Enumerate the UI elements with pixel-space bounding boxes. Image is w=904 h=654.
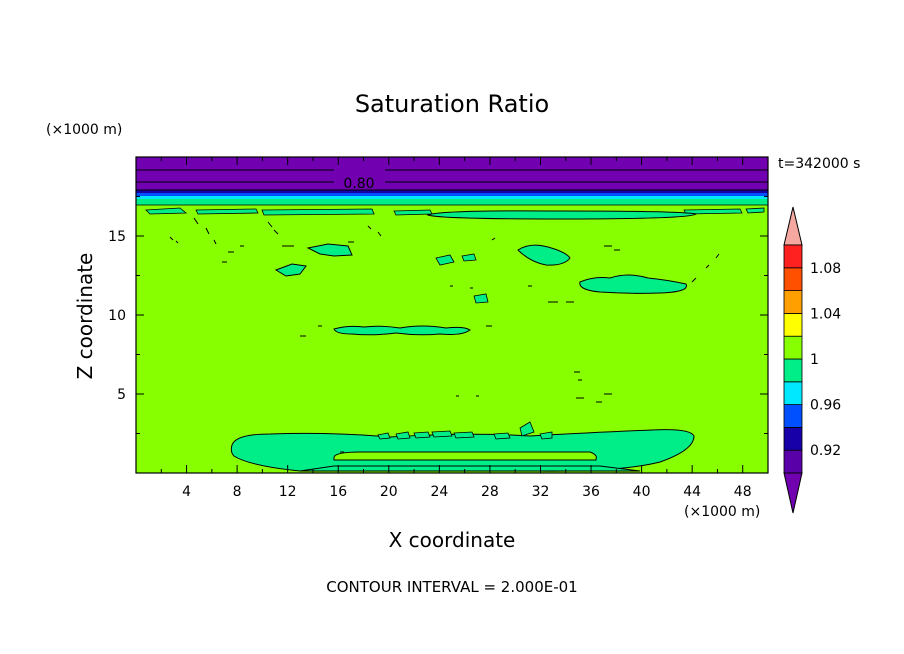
x-tick-label: 48	[734, 484, 752, 500]
surface-moist-strip	[299, 465, 641, 472]
colorbar-swatch	[783, 404, 803, 428]
x-tick-label: 16	[329, 484, 347, 500]
colorbar-swatch	[783, 449, 803, 474]
moist-patch-12km	[579, 274, 687, 294]
x-tick-label: 36	[582, 484, 600, 500]
moist-patch-13km-b	[274, 263, 307, 277]
moist-patch-13km-a	[306, 243, 353, 257]
z-tick-label: 10	[108, 308, 126, 324]
x-tick-label: 28	[481, 484, 499, 500]
dark-blue-band	[136, 190, 768, 193]
x-axis-label: X coordinate	[389, 528, 516, 552]
small-contour-fragments	[377, 253, 553, 440]
colorbar-label: 0.92	[810, 443, 841, 459]
plot-area: 0.80	[136, 157, 768, 473]
time-label: t=342000 s	[778, 156, 860, 172]
x-tick-label: 44	[683, 484, 701, 500]
colorbar-label: 0.96	[810, 398, 841, 414]
x-tick-label: 40	[633, 484, 651, 500]
colorbar-swatch	[783, 358, 803, 383]
colorbar-over-arrow	[783, 206, 803, 246]
colorbar-swatch	[783, 267, 803, 291]
colorbar-label: 1.08	[810, 261, 841, 277]
cyan-band	[136, 196, 768, 199]
moist-patch-9km	[333, 325, 471, 336]
colorbar-label: 1	[810, 352, 819, 368]
contour-label: 0.80	[343, 176, 374, 192]
blue-band	[136, 193, 768, 196]
colorbar-label: 1.04	[810, 306, 841, 322]
z-axis-ticks: 5 10 15	[108, 196, 768, 434]
colorbar-under-arrow	[783, 472, 803, 514]
moist-patch-14km	[517, 244, 571, 266]
x-tick-label: 24	[430, 484, 448, 500]
lower-moist-lens	[230, 429, 695, 472]
colorbar: 0.92 0.96 1 1.04 1.08	[783, 206, 841, 514]
colorbar-swatch	[783, 244, 803, 269]
x-tick-label: 12	[279, 484, 297, 500]
dry-layer	[136, 157, 768, 190]
contour-specks	[169, 217, 720, 453]
x-tick-label: 8	[233, 484, 242, 500]
colorbar-swatch	[783, 381, 803, 405]
x-tick-label: 4	[182, 484, 191, 500]
colorbar-swatch	[783, 290, 803, 314]
inner-moist-layer	[333, 451, 597, 461]
z-tick-label: 15	[108, 229, 126, 245]
x-unit-label: (×1000 m)	[684, 504, 760, 520]
contour-interval-footer: CONTOUR INTERVAL = 2.000E-01	[326, 578, 577, 596]
upper-moist-lens	[426, 210, 698, 220]
x-axis-ticks: 4 8 12 16 20 24 28 32 36 40 44 48	[160, 157, 752, 500]
colorbar-swatch	[783, 335, 803, 360]
chart-title: Saturation Ratio	[355, 90, 549, 118]
colorbar-swatch	[783, 312, 803, 337]
x-tick-label: 20	[380, 484, 398, 500]
moist-band-top	[136, 199, 768, 205]
y-axis-label: Z coordinate	[73, 253, 97, 380]
x-tick-label: 32	[532, 484, 550, 500]
colorbar-swatch	[783, 426, 803, 451]
z-tick-label: 5	[117, 387, 126, 403]
z-unit-label: (×1000 m)	[46, 122, 122, 138]
